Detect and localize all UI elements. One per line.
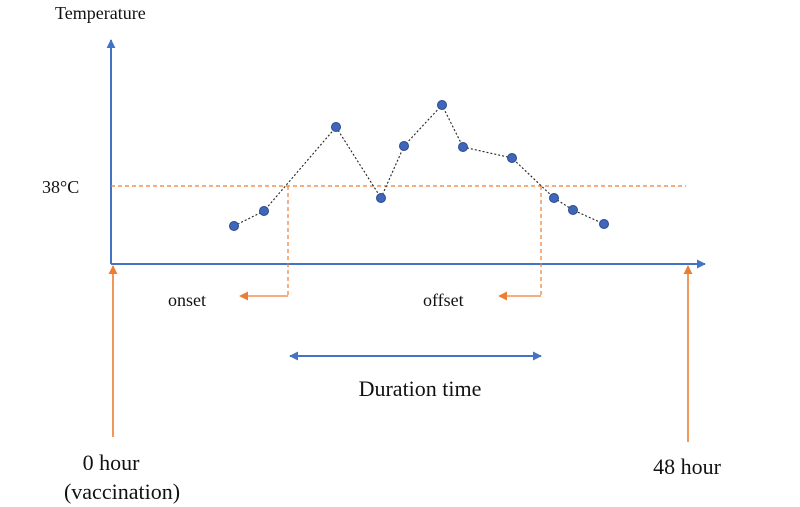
start-label-line2: (vaccination) [64, 479, 180, 504]
temperature-points [229, 100, 609, 231]
offset-label: offset [423, 290, 464, 310]
temperature-point [376, 193, 386, 203]
duration-label: Duration time [359, 376, 482, 401]
temperature-point [507, 153, 517, 163]
y-axis-label: Temperature [55, 3, 146, 23]
temperature-point [399, 141, 409, 151]
temperature-point [599, 219, 609, 229]
temperature-point [331, 122, 341, 132]
onset-label: onset [168, 290, 206, 310]
temperature-point [229, 221, 239, 231]
temperature-point [549, 193, 559, 203]
temperature-point [437, 100, 447, 110]
threshold-label: 38°C [42, 177, 79, 197]
temperature-point [458, 142, 468, 152]
start-label-line1: 0 hour [83, 450, 141, 475]
temperature-point [259, 206, 269, 216]
end-label: 48 hour [653, 454, 722, 479]
temperature-trend-line [233, 104, 605, 227]
temperature-point [568, 205, 578, 215]
